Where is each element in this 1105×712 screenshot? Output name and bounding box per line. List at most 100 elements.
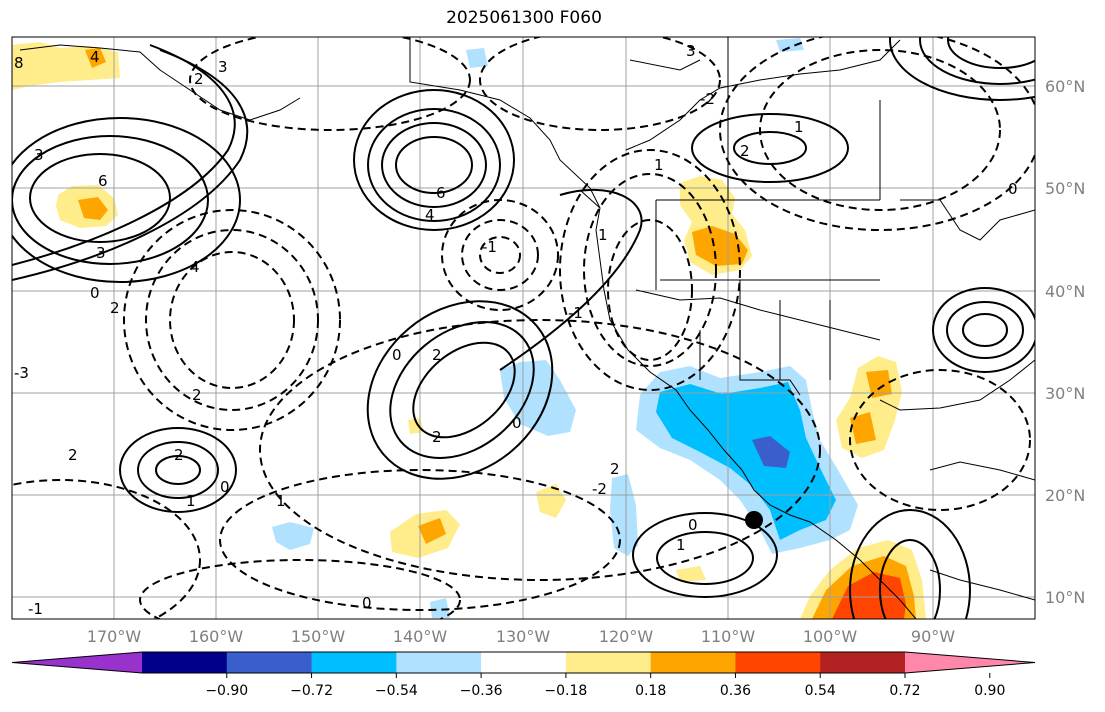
contour-label: 2: [68, 446, 78, 464]
contour-label: -1: [568, 304, 583, 322]
shade-negative-top2: [776, 38, 804, 52]
coastlines: [19, 37, 1035, 619]
colorbar-swatch: [820, 652, 906, 673]
colorbar-tick-label: −0.90: [205, 683, 248, 699]
contour-label: 0: [90, 284, 100, 302]
contour-label: 4: [90, 48, 100, 66]
lon-label: 110°W: [701, 627, 756, 646]
lon-label: 150°W: [291, 627, 346, 646]
contour-label: 4: [425, 206, 435, 224]
contour-label: 0: [512, 414, 522, 432]
colorbar-swatch: [142, 652, 228, 673]
contour-label: -2: [700, 90, 715, 108]
lon-label: 100°W: [803, 627, 858, 646]
shade-negative-small1: [272, 522, 314, 550]
contour-label: 2: [192, 386, 202, 404]
colorbar-swatches: [11, 651, 1036, 674]
contour-label: 1: [654, 156, 664, 174]
lat-label: 30°N: [1045, 384, 1085, 403]
colorbar: −0.90 −0.72 −0.54 −0.36 −0.18 0.18 0.36 0.54 0.7…: [11, 651, 1036, 699]
lon-label: 140°W: [393, 627, 448, 646]
shade-positive-westpac-core: [78, 197, 108, 220]
colorbar-extend-min: [12, 652, 142, 673]
lon-label: 90°W: [911, 627, 955, 646]
contour-label: -2: [592, 480, 607, 498]
contour-label: 1: [676, 536, 686, 554]
contour-labels: 8 4 3 6 3 0 2 4 3 2 -3 2 4 6 1 0 2 -1 2 …: [14, 42, 1018, 618]
colorbar-swatch: [226, 652, 313, 673]
contour-label: 6: [436, 184, 446, 202]
lat-label: 10°N: [1045, 588, 1085, 607]
colorbar-tick-label: −0.18: [544, 683, 587, 699]
lon-label: 170°W: [87, 627, 142, 646]
shade-negative-bottom: [430, 598, 450, 618]
colorbar-tick-label: −0.72: [290, 683, 333, 699]
map-title: 2025061300 F060: [446, 8, 602, 28]
shade-negative-mexico-min: [752, 436, 790, 468]
colorbar-extend-max: [905, 652, 1035, 673]
colorbar-tick-label: 0.90: [974, 683, 1005, 699]
contour-label: 3: [686, 42, 696, 60]
shade-negative-top1: [466, 48, 488, 68]
contour-label: 4: [190, 258, 200, 276]
shade-negative-pacific: [500, 360, 576, 436]
colorbar-swatch: [396, 652, 482, 673]
contour-label: -1: [28, 600, 43, 618]
contour-label: 3: [34, 146, 44, 164]
contour-label: 2: [610, 460, 620, 478]
colorbar-tick-label: 0.18: [635, 683, 666, 699]
graticule: [12, 37, 1035, 619]
lon-label: 160°W: [189, 627, 244, 646]
contour-label: -1: [482, 238, 497, 256]
shade-positive-pac2-core: [418, 518, 446, 544]
lat-label: 60°N: [1045, 77, 1085, 96]
lon-label: 130°W: [496, 627, 551, 646]
lat-label: 50°N: [1045, 179, 1085, 198]
contour-label: 2: [432, 428, 442, 446]
lat-label: 20°N: [1045, 486, 1085, 505]
contour-label: 2: [432, 346, 442, 364]
colorbar-tick-label: −0.36: [460, 683, 503, 699]
shade-positive-gulf-core-s: [850, 412, 876, 444]
contour-label: 1: [794, 118, 804, 136]
contour-label: 6: [98, 172, 108, 190]
map-frame: [11, 36, 1036, 620]
colorbar-swatch: [650, 652, 736, 673]
location-marker: [745, 511, 763, 529]
shade-positive-canada-core: [692, 226, 748, 266]
contour-label: 0: [392, 346, 402, 364]
contour-label: 2: [110, 299, 120, 317]
lon-labels: 170°W 160°W 150°W 140°W 130°W 120°W 110°…: [87, 627, 955, 646]
contour-label: 1: [598, 226, 608, 244]
contour-label: 2: [174, 446, 184, 464]
contours-negative: [12, 37, 1035, 619]
colorbar-tick-label: 0.36: [720, 683, 751, 699]
colorbar-tick-label: 0.54: [805, 683, 836, 699]
colorbar-outline: [11, 651, 1036, 674]
shading-layer: [12, 38, 926, 619]
map-content: 8 4 3 6 3 0 2 4 3 2 -3 2 4 6 1 0 2 -1 2 …: [12, 37, 1035, 619]
colorbar-swatch: [565, 652, 652, 673]
contour-label: 0: [220, 478, 230, 496]
colorbar-tick-label: 0.72: [889, 683, 920, 699]
contour-label: 2: [194, 70, 204, 88]
contour-label: 2: [740, 142, 750, 160]
contour-label: 3: [218, 58, 228, 76]
shade-positive-gulf-core-n: [866, 370, 892, 398]
contour-label: 8: [14, 54, 24, 72]
colorbar-tick-label: −0.54: [375, 683, 418, 699]
contour-label: 1: [276, 492, 286, 510]
contour-label: 0: [1008, 180, 1018, 198]
contour-label: 0: [362, 594, 372, 612]
contour-label: 1: [186, 492, 196, 510]
shade-positive-nw-core: [85, 48, 106, 68]
colorbar-swatch: [735, 652, 821, 673]
colorbar-swatch: [311, 652, 397, 673]
lat-label: 40°N: [1045, 282, 1085, 301]
colorbar-swatch: [481, 652, 567, 673]
shade-positive-pac4: [676, 566, 706, 582]
shade-positive-pac3: [536, 484, 566, 518]
contour-label: 3: [96, 244, 106, 262]
colorbar-ticks: −0.90 −0.72 −0.54 −0.36 −0.18 0.18 0.36 0.54 0.7…: [205, 673, 1005, 699]
contour-label: 0: [688, 516, 698, 534]
